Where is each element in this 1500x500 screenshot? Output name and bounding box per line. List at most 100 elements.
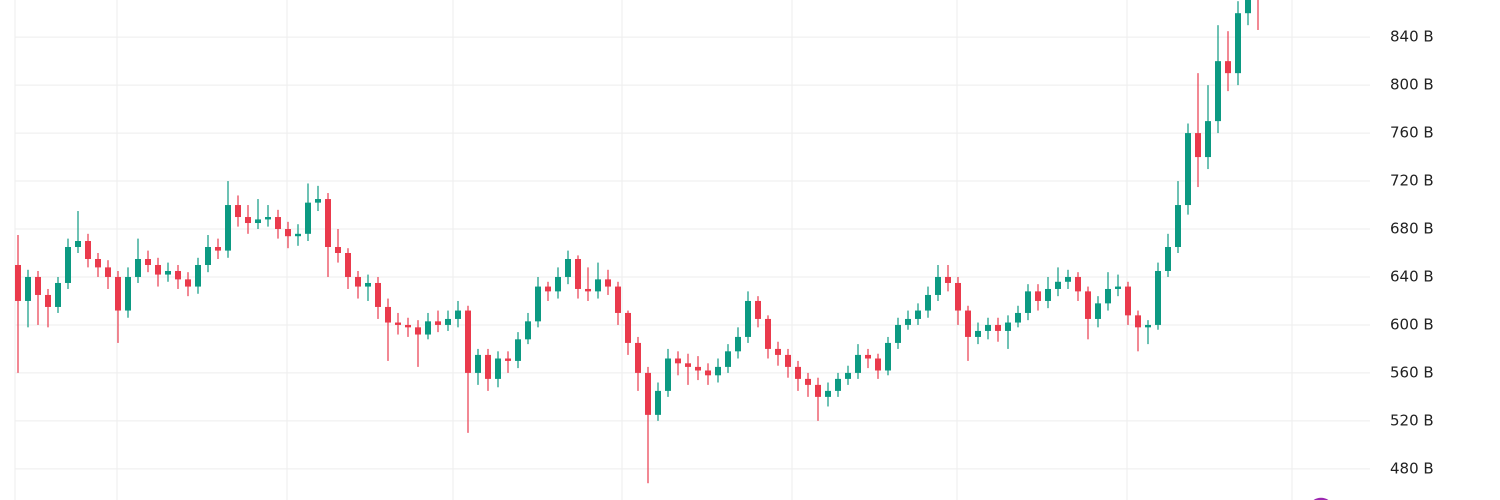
- candle-body: [265, 217, 271, 220]
- candle-body: [655, 390, 661, 415]
- candle-body: [15, 264, 21, 301]
- candle-body: [955, 282, 961, 311]
- candle-body: [795, 366, 801, 379]
- candle-body: [905, 318, 911, 325]
- y-tick-label: 480 B: [1390, 459, 1434, 477]
- candle-body: [1025, 291, 1031, 313]
- candle-body: [945, 276, 951, 283]
- candle-body: [555, 276, 561, 292]
- candle-body: [935, 276, 941, 295]
- candle-body: [465, 310, 471, 373]
- candle-body: [65, 247, 71, 283]
- y-tick-label: 760 B: [1390, 124, 1434, 142]
- candle-body: [1205, 121, 1211, 158]
- candle-body: [125, 276, 131, 311]
- candle-body: [925, 294, 931, 311]
- candle-body: [625, 312, 631, 343]
- candle-body: [1155, 270, 1161, 325]
- candle-body: [1165, 247, 1171, 271]
- candle-body: [235, 205, 241, 218]
- candle-body: [675, 358, 681, 364]
- candle-body: [715, 366, 721, 376]
- candle-body: [1185, 133, 1191, 206]
- candle-body: [305, 202, 311, 234]
- candle-body: [395, 322, 401, 325]
- y-tick-label: 640 B: [1390, 267, 1434, 285]
- candle-body: [545, 286, 551, 292]
- candle-body: [865, 354, 871, 359]
- candle-body: [1115, 286, 1121, 289]
- indicator-badge: [1313, 497, 1329, 500]
- candle-body: [55, 282, 61, 307]
- candle-body: [1015, 312, 1021, 323]
- candle-body: [145, 258, 151, 265]
- time-grid: [14, 0, 1293, 500]
- candle-body: [1195, 133, 1201, 158]
- candle-body: [445, 318, 451, 325]
- candle-body: [495, 358, 501, 379]
- candle-body: [605, 279, 611, 287]
- candle-body: [615, 286, 621, 313]
- candle-body: [595, 279, 601, 292]
- y-tick-label: 520 B: [1390, 411, 1434, 429]
- candle-body: [1135, 315, 1141, 328]
- candle-body: [1075, 276, 1081, 292]
- candle-body: [375, 282, 381, 307]
- candle-body: [985, 324, 991, 331]
- candle-body: [455, 310, 461, 319]
- candle-body: [405, 324, 411, 328]
- candle-body: [1145, 324, 1151, 328]
- candle-body: [765, 318, 771, 349]
- y-tick-label: 800 B: [1390, 76, 1434, 94]
- candle-body: [585, 288, 591, 292]
- candle-body: [535, 286, 541, 322]
- candle-body: [1105, 288, 1111, 304]
- candle-body: [565, 258, 571, 277]
- candle-body: [25, 276, 31, 301]
- candle-body: [895, 324, 901, 343]
- candle-body: [385, 306, 391, 323]
- candle-body: [175, 270, 181, 280]
- candle-body: [845, 372, 851, 379]
- candle-body: [345, 252, 351, 277]
- candle-body: [205, 247, 211, 265]
- candle-body: [965, 310, 971, 337]
- candle-body: [835, 378, 841, 391]
- candle-body: [105, 267, 111, 277]
- candle-body: [185, 279, 191, 287]
- candle-body: [1045, 288, 1051, 301]
- candle-body: [425, 321, 431, 335]
- candle-body: [1225, 61, 1231, 74]
- candle-body: [515, 339, 521, 361]
- candle-body: [1085, 291, 1091, 319]
- candle-body: [815, 384, 821, 397]
- candle-body: [1215, 61, 1221, 122]
- candle-body: [785, 354, 791, 367]
- candle-body: [1095, 303, 1101, 319]
- candle-body: [135, 258, 141, 277]
- candle-body: [775, 348, 781, 355]
- candle-body: [995, 324, 1001, 331]
- candle-body: [505, 358, 511, 361]
- candle-body: [885, 342, 891, 371]
- candle-body: [275, 217, 281, 230]
- candle-body: [855, 354, 861, 373]
- candle-body: [355, 276, 361, 287]
- candle-body: [165, 270, 171, 275]
- candle-body: [435, 321, 441, 325]
- candle-body: [1125, 286, 1131, 316]
- candle-body: [485, 354, 491, 379]
- candle-body: [255, 219, 261, 224]
- candle-body: [365, 282, 371, 287]
- candle-body: [45, 294, 51, 307]
- candle-body: [735, 336, 741, 352]
- candle-body: [1175, 205, 1181, 248]
- candle-body: [415, 327, 421, 335]
- candle-body: [1065, 276, 1071, 282]
- candle-body: [1055, 281, 1061, 289]
- candle-body: [1005, 322, 1011, 331]
- candle-body: [115, 276, 121, 311]
- y-tick-label: 840 B: [1390, 28, 1434, 46]
- candle-body: [975, 330, 981, 337]
- candle-body: [525, 321, 531, 340]
